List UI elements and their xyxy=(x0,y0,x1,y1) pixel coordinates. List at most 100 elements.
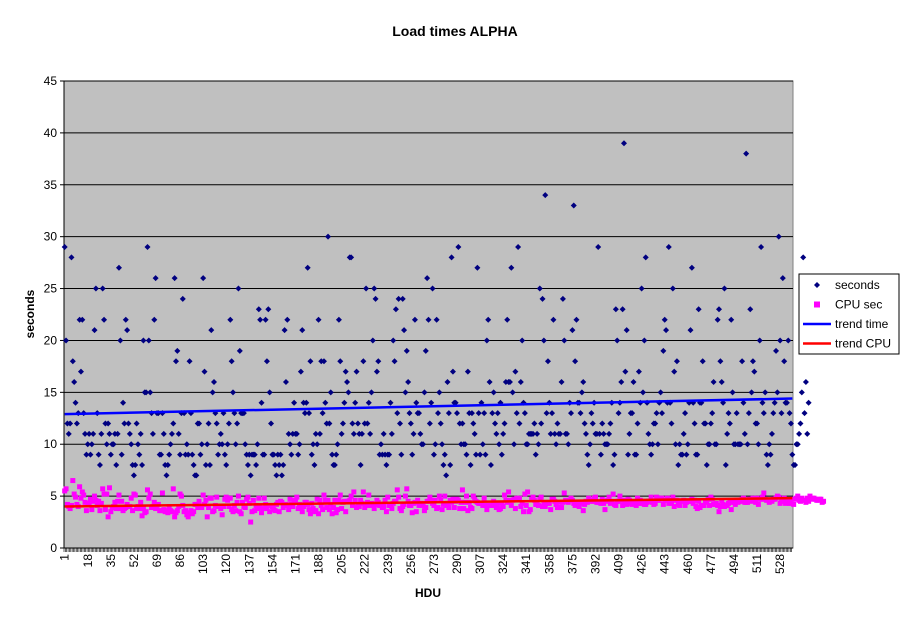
seconds-point xyxy=(71,378,78,385)
legend-label: seconds xyxy=(835,278,880,292)
cpu-point xyxy=(759,494,765,500)
cpu-point xyxy=(123,505,129,511)
seconds-point xyxy=(741,430,748,437)
seconds-point xyxy=(349,420,356,427)
cpu-point xyxy=(234,499,240,505)
cpu-point xyxy=(116,492,122,498)
seconds-point xyxy=(310,441,317,448)
seconds-point xyxy=(612,306,619,313)
trend-line xyxy=(64,397,793,416)
cpu-point xyxy=(521,509,527,515)
seconds-point xyxy=(166,451,173,458)
cpu-point xyxy=(761,490,767,496)
seconds-point xyxy=(144,244,151,251)
seconds-point xyxy=(789,451,796,458)
cpu-point xyxy=(73,494,79,500)
seconds-point xyxy=(479,441,486,448)
seconds-point xyxy=(257,316,264,323)
seconds-point xyxy=(273,472,280,479)
cpu-point xyxy=(218,506,224,512)
cpu-point xyxy=(307,511,313,517)
y-tick-label: 25 xyxy=(44,282,58,296)
seconds-point xyxy=(767,451,774,458)
seconds-point xyxy=(106,430,113,437)
cpu-point xyxy=(461,506,467,512)
seconds-point xyxy=(90,430,97,437)
cpu-point xyxy=(249,509,255,515)
x-tick-label: 18 xyxy=(81,554,95,568)
cpu-point xyxy=(542,503,548,509)
seconds-point xyxy=(728,316,735,323)
cpu-point xyxy=(436,493,442,499)
trend-line xyxy=(64,496,793,508)
seconds-point xyxy=(335,316,342,323)
seconds-point xyxy=(206,461,213,468)
cpu-point xyxy=(225,497,231,503)
cpu-point xyxy=(343,509,349,515)
cpu-point xyxy=(240,499,246,505)
cpu-point xyxy=(335,507,341,513)
seconds-point xyxy=(432,441,439,448)
seconds-point xyxy=(779,275,786,282)
seconds-point xyxy=(444,378,451,385)
seconds-point xyxy=(759,399,766,406)
cpu-point xyxy=(351,489,357,495)
seconds-point xyxy=(287,441,294,448)
cpu-point xyxy=(613,502,619,508)
seconds-point xyxy=(747,306,754,313)
cpu-point xyxy=(93,497,99,503)
cpu-point xyxy=(358,497,364,503)
seconds-point xyxy=(280,461,287,468)
seconds-point xyxy=(197,451,204,458)
cpu-point xyxy=(101,491,107,497)
cpu-point xyxy=(378,501,384,507)
cpu-point xyxy=(206,505,212,511)
seconds-point xyxy=(174,347,181,354)
seconds-point xyxy=(801,410,808,417)
seconds-point xyxy=(798,389,805,396)
cpu-point xyxy=(398,508,404,514)
seconds-point xyxy=(254,441,261,448)
seconds-point xyxy=(201,368,208,375)
seconds-point xyxy=(536,285,543,292)
cpu-point xyxy=(86,500,92,506)
seconds-point xyxy=(179,295,186,302)
seconds-point xyxy=(353,368,360,375)
cpu-point xyxy=(159,490,165,496)
cpu-point xyxy=(330,505,336,511)
cpu-point xyxy=(295,506,301,512)
seconds-point xyxy=(369,337,376,344)
seconds-point xyxy=(544,358,551,365)
cpu-point xyxy=(306,507,312,513)
cpu-point xyxy=(183,508,188,514)
cpu-point xyxy=(371,506,377,512)
cpu-point xyxy=(804,495,810,501)
x-tick-label: 256 xyxy=(404,554,418,574)
cpu-point xyxy=(70,478,76,484)
cpu-point xyxy=(204,514,210,520)
seconds-point xyxy=(710,378,717,385)
seconds-point xyxy=(63,337,70,344)
seconds-point xyxy=(331,461,338,468)
seconds-point xyxy=(67,420,74,427)
seconds-point xyxy=(439,441,446,448)
seconds-point xyxy=(509,389,516,396)
cpu-point xyxy=(238,511,244,517)
cpu-point xyxy=(557,499,563,505)
seconds-point xyxy=(679,451,686,458)
seconds-point xyxy=(338,430,345,437)
seconds-point xyxy=(342,368,349,375)
seconds-point xyxy=(599,420,606,427)
seconds-point xyxy=(168,430,175,437)
seconds-point xyxy=(474,264,481,271)
seconds-point xyxy=(561,337,568,344)
seconds-point xyxy=(388,430,395,437)
seconds-point xyxy=(445,410,452,417)
seconds-point xyxy=(756,337,763,344)
cpu-point xyxy=(82,499,88,505)
seconds-point xyxy=(558,378,565,385)
seconds-point xyxy=(65,430,72,437)
cpu-point xyxy=(280,505,286,511)
seconds-point xyxy=(413,399,420,406)
seconds-point xyxy=(145,337,152,344)
